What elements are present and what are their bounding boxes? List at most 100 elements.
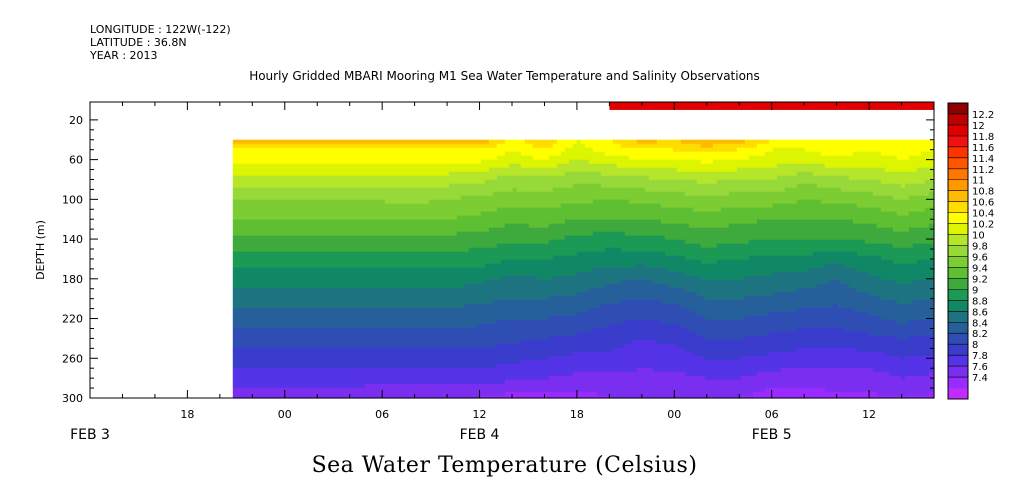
temperature-cell: [408, 175, 414, 181]
temperature-cell: [332, 299, 338, 305]
temperature-cell: [452, 271, 458, 277]
temperature-cell: [444, 295, 450, 301]
temperature-cell: [240, 223, 246, 229]
temperature-cell: [292, 315, 298, 321]
temperature-cell: [284, 307, 290, 313]
temperature-cell: [356, 231, 362, 237]
temperature-cell: [288, 187, 294, 193]
temperature-cell: [372, 211, 378, 217]
temperature-cell: [256, 383, 262, 389]
temperature-cell: [416, 387, 422, 393]
temperature-cell: [256, 167, 262, 173]
temperature-cell: [232, 211, 238, 217]
temperature-cell: [420, 279, 426, 285]
temperature-cell: [520, 251, 526, 257]
temperature-cell: [272, 143, 278, 149]
temperature-cell: [408, 363, 414, 369]
temperature-cell: [376, 143, 382, 149]
temperature-cell: [328, 187, 334, 193]
temperature-cell: [388, 175, 394, 181]
temperature-cell: [532, 183, 538, 189]
temperature-cell: [480, 183, 486, 189]
temperature-cell: [244, 287, 250, 293]
chart-title: Hourly Gridded MBARI Mooring M1 Sea Wate…: [249, 69, 760, 83]
temperature-cell: [448, 323, 454, 329]
temperature-cell: [384, 163, 390, 169]
temperature-cell: [472, 155, 478, 161]
temperature-cell: [520, 191, 526, 197]
temperature-cell: [428, 211, 434, 217]
temperature-cell: [536, 187, 542, 193]
temperature-cell: [524, 395, 530, 399]
temperature-cell: [448, 387, 454, 393]
temperature-cell: [492, 199, 498, 205]
temperature-cell: [416, 283, 422, 289]
temperature-cell: [456, 247, 462, 253]
temperature-cell: [332, 263, 338, 269]
temperature-cell: [520, 219, 526, 225]
temperature-cell: [240, 331, 246, 337]
temperature-cell: [476, 235, 482, 241]
temperature-cell: [232, 139, 238, 145]
temperature-cell: [328, 251, 334, 257]
temperature-cell: [528, 327, 534, 333]
temperature-cell: [408, 223, 414, 229]
temperature-cell: [460, 159, 466, 165]
temperature-cell: [392, 295, 398, 301]
temperature-cell: [520, 239, 526, 245]
temperature-cell: [432, 355, 438, 361]
temperature-cell: [376, 163, 382, 169]
temperature-cell: [480, 271, 486, 277]
temperature-cell: [240, 327, 246, 333]
temperature-cell: [260, 187, 266, 193]
temperature-cell: [348, 231, 354, 237]
temperature-cell: [348, 259, 354, 265]
temperature-cell: [472, 171, 478, 177]
temperature-cell: [448, 291, 454, 297]
temperature-cell: [524, 203, 530, 209]
temperature-cell: [528, 367, 534, 373]
temperature-cell: [296, 363, 302, 369]
temperature-cell: [264, 391, 270, 397]
temperature-cell: [456, 391, 462, 397]
temperature-cell: [316, 343, 322, 349]
temperature-cell: [276, 375, 282, 381]
temperature-cell: [268, 355, 274, 361]
temperature-cell: [412, 219, 418, 225]
temperature-cell: [496, 331, 502, 337]
temperature-cell: [428, 315, 434, 321]
temperature-cell: [276, 187, 282, 193]
temperature-cell: [248, 159, 254, 165]
temperature-cell: [476, 179, 482, 185]
temperature-cell: [420, 335, 426, 341]
temperature-cell: [452, 231, 458, 237]
temperature-cell: [468, 167, 474, 173]
temperature-cell: [400, 139, 406, 145]
temperature-cell: [456, 147, 462, 153]
temperature-cell: [316, 283, 322, 289]
temperature-cell: [432, 367, 438, 373]
temperature-cell: [480, 375, 486, 381]
temperature-cell: [388, 223, 394, 229]
temperature-cell: [356, 327, 362, 333]
temperature-cell: [424, 255, 430, 261]
temperature-cell: [252, 311, 258, 317]
temperature-cell: [340, 203, 346, 209]
temperature-cell: [480, 255, 486, 261]
temperature-cell: [464, 219, 470, 225]
temperature-cell: [340, 151, 346, 157]
temperature-cell: [316, 383, 322, 389]
temperature-cell: [324, 387, 330, 393]
temperature-cell: [328, 275, 334, 281]
temperature-cell: [456, 343, 462, 349]
temperature-cell: [296, 235, 302, 241]
temperature-cell: [424, 259, 430, 265]
temperature-cell: [480, 363, 486, 369]
temperature-cell: [316, 335, 322, 341]
temperature-cell: [248, 139, 254, 145]
temperature-cell: [264, 231, 270, 237]
temperature-cell: [480, 303, 486, 309]
temperature-cell: [516, 195, 522, 201]
temperature-cell: [376, 335, 382, 341]
temperature-cell: [452, 303, 458, 309]
